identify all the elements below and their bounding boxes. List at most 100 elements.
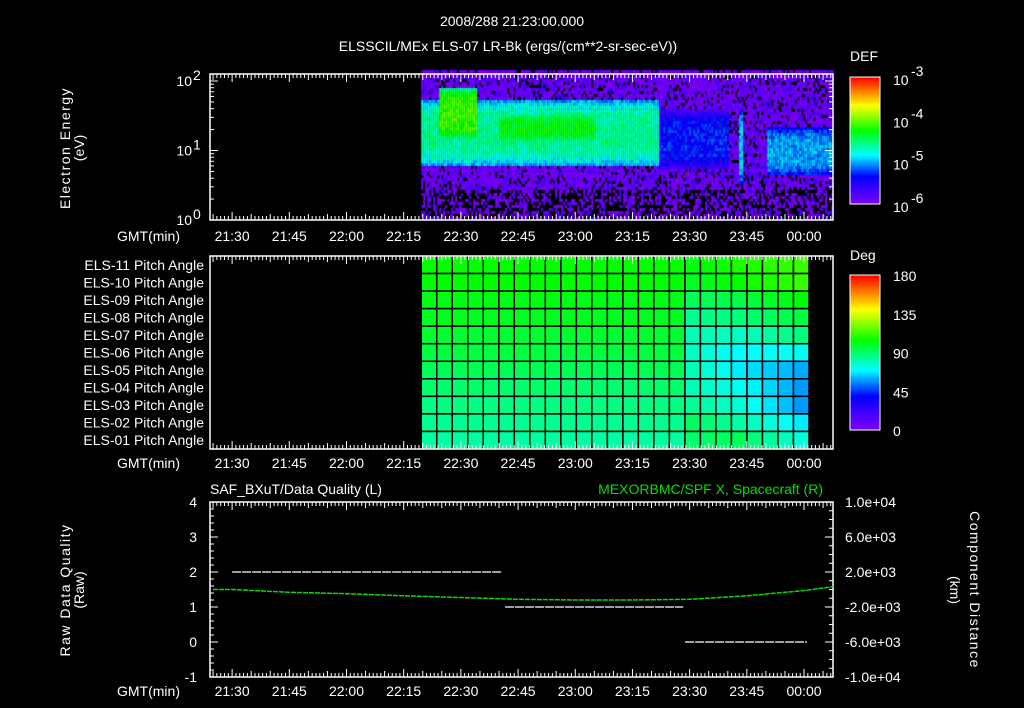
- pitch-angle-cell: [637, 378, 655, 398]
- pitch-angle-cell: [684, 413, 702, 433]
- pitch-angle-cell: [513, 272, 531, 292]
- colorbar-swatch: [850, 331, 880, 333]
- pitch-angle-cell: [451, 430, 469, 450]
- colorbar-swatch: [850, 309, 880, 311]
- colorbar-swatch: [850, 404, 880, 406]
- pitch-angle-cell: [498, 307, 516, 327]
- colorbar-swatch: [850, 283, 880, 285]
- colorbar-swatch: [850, 292, 880, 294]
- pitch-angle-cell: [482, 413, 500, 433]
- pitch-angle-cell: [792, 307, 810, 327]
- pitch-angle-cell: [451, 272, 469, 292]
- colorbar-swatch: [850, 363, 880, 365]
- colorbar-swatch: [850, 89, 880, 91]
- colorbar-swatch: [850, 298, 880, 300]
- pitch-angle-cell: [529, 325, 547, 345]
- pitch-angle-cell: [746, 342, 764, 363]
- colorbar-swatch: [850, 425, 880, 427]
- pitch-angle-cell: [668, 413, 686, 433]
- pitch-angle-cell: [622, 360, 640, 380]
- colorbar-swatch: [850, 327, 880, 329]
- pitch-angle-cell: [560, 413, 578, 433]
- quality-title-left: SAF_BXuT/Data Quality (L): [210, 481, 382, 497]
- pitch-angle-cell: [746, 360, 764, 380]
- pitch-angle-cell: [451, 413, 469, 433]
- pitch-angle-cell: [684, 325, 702, 345]
- pitch-angle-cell: [529, 307, 547, 327]
- pitch-angle-cell: [637, 307, 655, 327]
- pitch-angle-row-label: ELS-10 Pitch Angle: [83, 274, 204, 290]
- pitch-angle-cell: [544, 360, 562, 380]
- colorbar-swatch: [850, 123, 880, 125]
- pitch-angle-cell: [513, 325, 531, 345]
- pitch-angle-cell: [560, 307, 578, 327]
- pitch-angle-cell: [684, 360, 702, 380]
- colorbar-swatch: [850, 330, 880, 332]
- pitch-angle-cell: [622, 378, 640, 398]
- colorbar-swatch: [850, 391, 880, 393]
- pitch-angle-cell: [591, 325, 609, 345]
- colorbar-swatch: [850, 368, 880, 370]
- deg-colorbar-title: Deg: [850, 247, 876, 263]
- def-colorbar-exponent: -5: [911, 148, 924, 164]
- pitch-angle-cell: [575, 307, 593, 327]
- colorbar-swatch: [850, 163, 880, 165]
- colorbar-swatch: [850, 96, 880, 98]
- colorbar-swatch: [850, 166, 880, 168]
- pitch-angle-cell: [637, 395, 655, 415]
- pitch-angle-cell: [684, 342, 702, 363]
- plot-timestamp: 2008/288 21:23:00.000: [440, 13, 584, 29]
- pitch-angle-row-label: ELS-01 Pitch Angle: [83, 432, 204, 448]
- pitch-angle-cell: [653, 395, 671, 415]
- colorbar-swatch: [850, 127, 880, 129]
- pitch-angle-cell: [560, 342, 578, 363]
- pitch-angle-cell: [668, 290, 686, 310]
- colorbar-swatch: [850, 302, 880, 304]
- pitch-angle-cell: [498, 413, 516, 433]
- pitch-angle-cell: [777, 272, 795, 292]
- pitch-angle-cell: [653, 342, 671, 363]
- pitch-angle-row-label: ELS-02 Pitch Angle: [83, 415, 204, 431]
- pitch-angle-cell: [544, 430, 562, 450]
- colorbar-swatch: [850, 100, 880, 102]
- colorbar-swatch: [850, 372, 880, 374]
- energy-tick-label: 10: [176, 212, 192, 228]
- pitch-angle-cell: [684, 290, 702, 310]
- pitch-angle-row-label: ELS-07 Pitch Angle: [83, 327, 204, 343]
- pitch-angle-cell: [668, 307, 686, 327]
- pitch-angle-cell: [668, 360, 686, 380]
- colorbar-swatch: [850, 346, 880, 348]
- colorbar-swatch: [850, 122, 880, 124]
- colorbar-swatch: [850, 199, 880, 201]
- pitch-angle-row-label: ELS-04 Pitch Angle: [83, 380, 204, 396]
- colorbar-swatch: [850, 319, 880, 321]
- colorbar-swatch: [850, 276, 880, 278]
- colorbar-swatch: [850, 318, 880, 320]
- colorbar-swatch: [850, 419, 880, 421]
- colorbar-swatch: [850, 191, 880, 193]
- colorbar-swatch: [850, 412, 880, 414]
- colorbar-swatch: [850, 111, 880, 113]
- pitch-angle-cell: [730, 378, 748, 398]
- pitch-angle-cell: [591, 413, 609, 433]
- colorbar-swatch: [850, 159, 880, 161]
- colorbar-swatch: [850, 284, 880, 286]
- colorbar-swatch: [850, 157, 880, 159]
- colorbar-swatch: [850, 348, 880, 350]
- colorbar-swatch: [850, 149, 880, 151]
- colorbar-swatch: [850, 405, 880, 407]
- pitch-angle-cell: [777, 325, 795, 345]
- colorbar-swatch: [850, 328, 880, 330]
- colorbar-swatch: [850, 162, 880, 164]
- colorbar-swatch: [850, 145, 880, 147]
- colorbar-swatch: [850, 160, 880, 162]
- quality-tick-label: 3: [189, 529, 197, 545]
- pitch-angle-cell: [591, 290, 609, 310]
- colorbar-swatch: [850, 140, 880, 142]
- colorbar-swatch: [850, 334, 880, 336]
- pitch-angle-cell: [420, 342, 438, 363]
- colorbar-swatch: [850, 193, 880, 195]
- colorbar-swatch: [850, 143, 880, 145]
- distance-title-right: MEXORBMC/SPF X, Spacecraft (R): [598, 481, 823, 497]
